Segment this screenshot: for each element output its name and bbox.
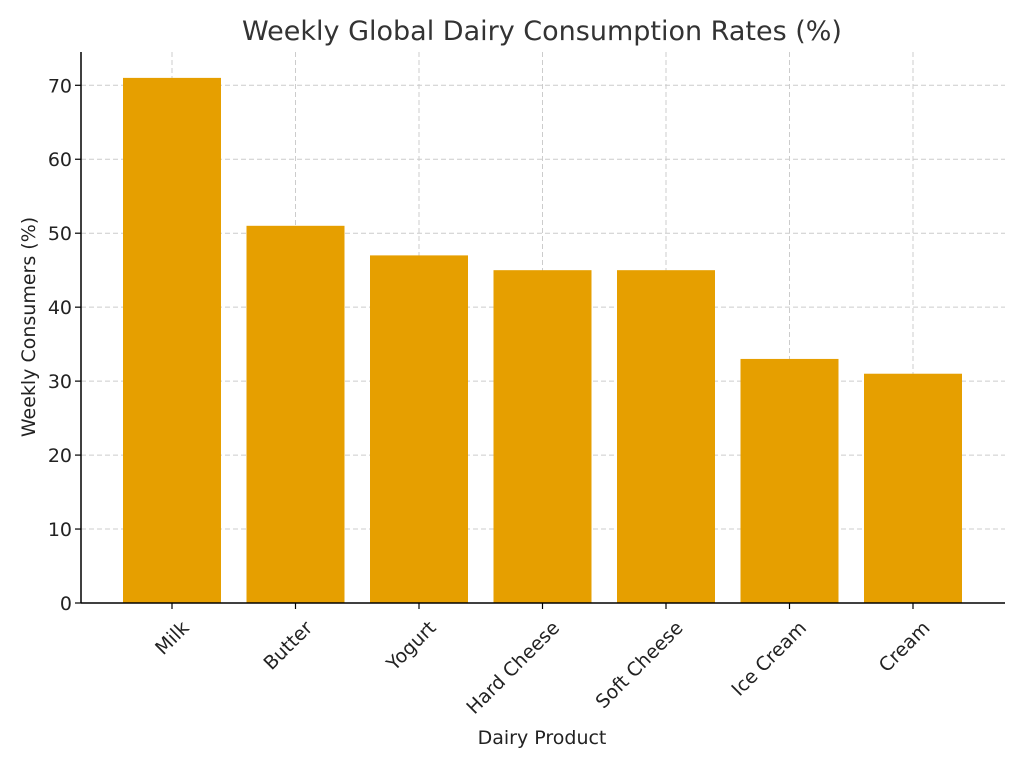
- y-tick-label: 30: [48, 371, 72, 393]
- x-ticks: Milk Butter Yogurt Hard Cheese Soft Cheese Ic…: [151, 603, 935, 719]
- bar-yogurt: [370, 255, 468, 603]
- x-tick-label: Butter: [259, 617, 317, 675]
- bar-hard-cheese: [493, 270, 592, 603]
- bar-butter: [246, 225, 345, 604]
- bar-cream: [864, 373, 962, 603]
- bars: [123, 77, 962, 604]
- x-axis-label: Dairy Product: [478, 727, 607, 749]
- bar-ice-cream: [740, 358, 839, 603]
- x-tick-label: Hard Cheese: [462, 617, 564, 719]
- x-tick-label: Soft Cheese: [592, 617, 688, 713]
- y-ticks: 0 10 20 30 40 50 60 70: [48, 75, 81, 615]
- y-tick-label: 60: [48, 149, 72, 171]
- x-tick-label: Cream: [875, 617, 935, 677]
- y-tick-label: 70: [48, 75, 72, 97]
- y-tick-label: 50: [48, 223, 72, 245]
- y-tick-label: 10: [48, 519, 72, 541]
- x-tick-label: Ice Cream: [727, 617, 811, 701]
- y-tick-label: 0: [60, 593, 72, 615]
- y-tick-label: 40: [48, 297, 72, 319]
- y-axis-label: Weekly Consumers (%): [18, 217, 40, 437]
- bar-milk: [123, 77, 221, 603]
- x-tick-label: Milk: [151, 617, 193, 659]
- bar-soft-cheese: [617, 270, 715, 603]
- x-tick-label: Yogurt: [382, 617, 441, 676]
- y-tick-label: 20: [48, 445, 72, 467]
- chart-title: Weekly Global Dairy Consumption Rates (%…: [242, 16, 842, 47]
